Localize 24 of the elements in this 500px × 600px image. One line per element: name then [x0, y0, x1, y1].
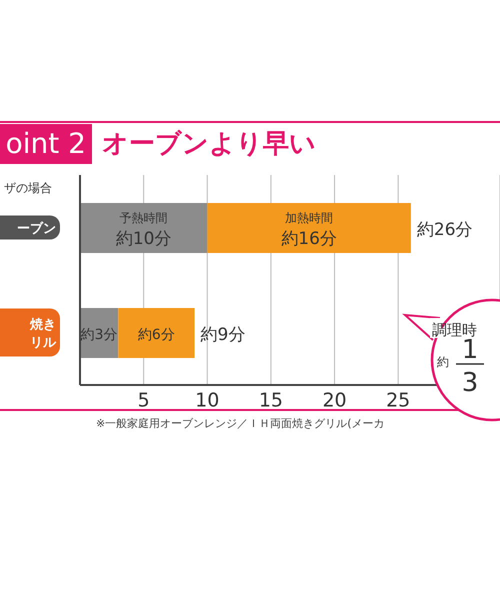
y-tick-label: 焼きリル: [29, 318, 57, 350]
text: ※一般家庭用オーブンレンジ／ＩＨ両面焼きグリル(メーカ: [96, 416, 385, 431]
data-label: 約6分: [138, 327, 175, 343]
bar: [207, 203, 411, 253]
annotation: 3: [462, 368, 478, 398]
x-tick-label: 5: [138, 389, 150, 412]
bar: [80, 203, 208, 253]
data-label: 約16分: [281, 229, 337, 249]
x-tick-label: 25: [386, 389, 410, 412]
series-label: 予熱時間: [120, 211, 168, 225]
data-label: 約10分: [116, 229, 172, 249]
total-label: 約26分: [416, 220, 473, 240]
text: ザの場合: [4, 180, 52, 197]
x-tick-label: 15: [258, 389, 284, 412]
total-label: 約9分: [200, 325, 246, 345]
series-label: 加熱時間: [285, 211, 334, 225]
x-tick-label: 20: [322, 389, 347, 412]
bar: [118, 308, 195, 358]
annotation: 調理時: [432, 321, 477, 339]
x-tick-label: 10: [195, 389, 220, 412]
chart-title: オーブンより早い: [102, 128, 316, 161]
y-tick-label: ーブン: [17, 220, 56, 236]
annotation: 約: [437, 355, 449, 369]
text: oint 2: [0, 124, 92, 164]
